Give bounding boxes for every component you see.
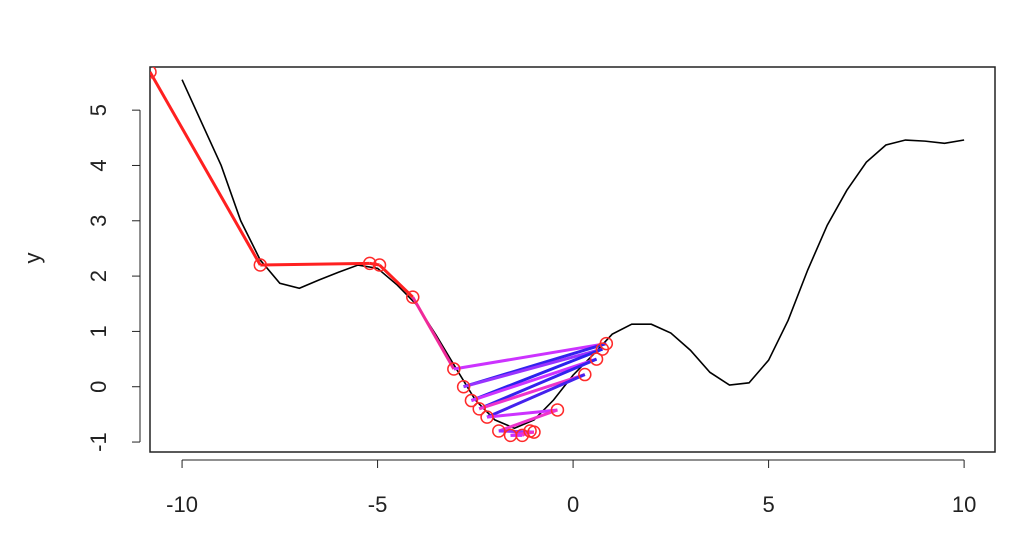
trace-segment — [478, 373, 586, 411]
x-tick-label: -5 — [368, 492, 388, 517]
point — [523, 424, 537, 438]
trace-segment — [378, 263, 414, 299]
x-tick-label: 10 — [952, 492, 976, 517]
trace-segment — [260, 261, 370, 267]
trace-segment — [486, 408, 558, 419]
plot-frame — [149, 66, 996, 453]
curve — [181, 79, 965, 430]
point — [595, 342, 610, 356]
point — [464, 393, 479, 408]
x-tick-label: 5 — [762, 492, 774, 517]
point — [550, 403, 565, 417]
point — [372, 258, 387, 272]
point — [492, 424, 506, 438]
point — [253, 258, 268, 272]
trace-segment — [478, 357, 598, 411]
x-tick-label: -10 — [166, 492, 198, 517]
trace-segment — [150, 71, 262, 266]
plot-area — [150, 67, 965, 443]
point — [515, 428, 530, 443]
point — [406, 290, 420, 304]
y-tick-label: 0 — [86, 381, 111, 393]
point — [456, 379, 471, 394]
point — [363, 256, 377, 271]
trace-segment — [463, 347, 603, 389]
point — [480, 410, 494, 424]
trace-segment — [521, 429, 531, 437]
y-tick-label: 4 — [86, 159, 111, 171]
trace-segment — [369, 261, 380, 267]
y-tick-label: 3 — [86, 215, 111, 227]
point — [150, 67, 157, 79]
y-tick-label: 5 — [86, 104, 111, 116]
trace-segment — [486, 373, 586, 419]
trace-segment — [470, 357, 598, 402]
trace-segment — [411, 296, 456, 370]
trace-segment — [453, 342, 607, 371]
y-tick-label: -1 — [86, 432, 111, 452]
y-tick-label: 1 — [86, 325, 111, 337]
point — [472, 402, 486, 416]
y-axis-label: y — [20, 253, 45, 264]
point — [578, 367, 592, 382]
y-tick-label: 2 — [86, 270, 111, 282]
trace-segment — [498, 408, 558, 433]
point — [447, 362, 461, 376]
x-tick-label: 0 — [567, 492, 579, 517]
point — [589, 352, 604, 366]
